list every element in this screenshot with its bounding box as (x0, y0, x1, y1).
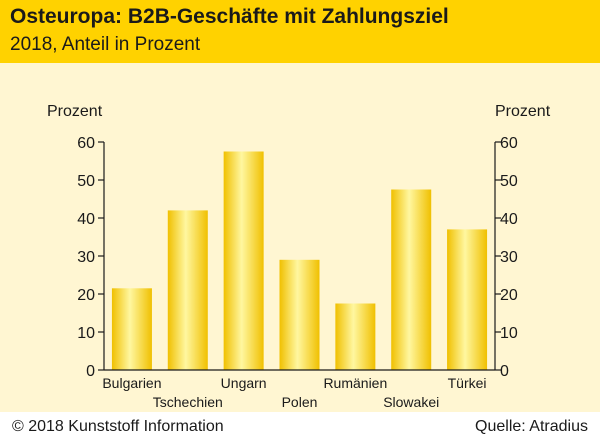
y-tick-label-right: 50 (500, 173, 518, 190)
bar (111, 288, 152, 370)
bar (335, 303, 376, 370)
y-tick-label-right: 30 (500, 249, 518, 266)
bar-chart: Prozent Prozent 0 10 20 30 40 50 60 0 10 20 30 40 5… (47, 103, 551, 410)
y-tick-label-left: 30 (77, 249, 95, 266)
y-tick-label-right: 10 (500, 325, 518, 342)
x-tick-label: Ungarn (221, 375, 267, 391)
x-tick-label: Polen (282, 394, 318, 410)
chart-header: Osteuropa: B2B-Geschäfte mit Zahlungszie… (0, 0, 600, 63)
x-tick-label: Bulgarien (102, 375, 161, 391)
bar (279, 259, 320, 370)
y-ticks-left: 0 10 20 30 40 50 60 (77, 135, 104, 380)
y-tick-label-right: 0 (500, 363, 509, 380)
chart-subtitle: 2018, Anteil in Prozent (10, 34, 201, 55)
x-tick-label: Türkei (448, 375, 487, 391)
y-tick-label-right: 40 (500, 211, 518, 228)
y-tick-label-left: 10 (77, 325, 95, 342)
y-tick-label-right: 60 (500, 135, 518, 152)
y-tick-label-left: 60 (77, 135, 95, 152)
source-text: Quelle: Atradius (475, 418, 588, 435)
chart-title: Osteuropa: B2B-Geschäfte mit Zahlungszie… (10, 5, 449, 28)
bar (167, 210, 208, 370)
x-tick-label: Tschechien (153, 394, 223, 410)
y-tick-label-left: 0 (86, 363, 95, 380)
y-axis-label-left: Prozent (47, 103, 103, 120)
y-tick-label-left: 40 (77, 211, 95, 228)
chart-footer: © 2018 Kunststoff Information Quelle: At… (0, 412, 600, 443)
bars (111, 151, 488, 370)
bar (391, 189, 432, 370)
y-tick-label-left: 50 (77, 173, 95, 190)
x-tick-label: Slowakei (383, 394, 439, 410)
y-ticks-right: 0 10 20 30 40 50 60 (495, 135, 518, 380)
bar (223, 151, 264, 370)
bar (447, 229, 488, 370)
y-tick-label-right: 20 (500, 287, 518, 304)
chart-panel: Prozent Prozent 0 10 20 30 40 50 60 0 10 20 30 40 5… (0, 63, 600, 412)
x-tick-labels: Bulgarien Tschechien Ungarn Polen Rumänien Sl… (102, 375, 486, 410)
y-tick-label-left: 20 (77, 287, 95, 304)
x-tick-label: Rumänien (323, 375, 387, 391)
copyright-text: © 2018 Kunststoff Information (12, 418, 224, 435)
y-axis-label-right: Prozent (495, 103, 551, 120)
